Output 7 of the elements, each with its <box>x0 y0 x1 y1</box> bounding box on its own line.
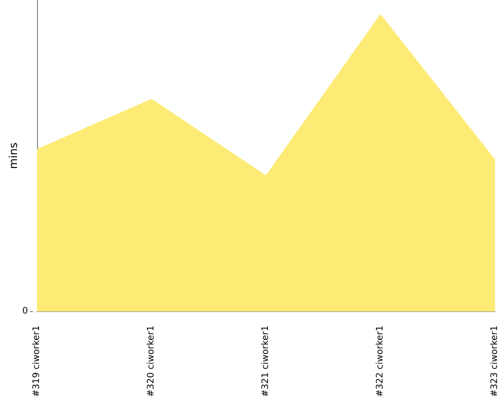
x-tick-label: #323 ciworker1 <box>490 326 500 397</box>
y-axis-title: mins <box>7 142 20 170</box>
x-tick-label: #321 ciworker1 <box>261 326 271 397</box>
x-tick-label: #320 ciworker1 <box>146 326 156 397</box>
x-tick-label: #322 ciworker1 <box>376 326 386 397</box>
x-tick-label: #319 ciworker1 <box>32 326 42 397</box>
text: 0 <box>22 306 28 317</box>
